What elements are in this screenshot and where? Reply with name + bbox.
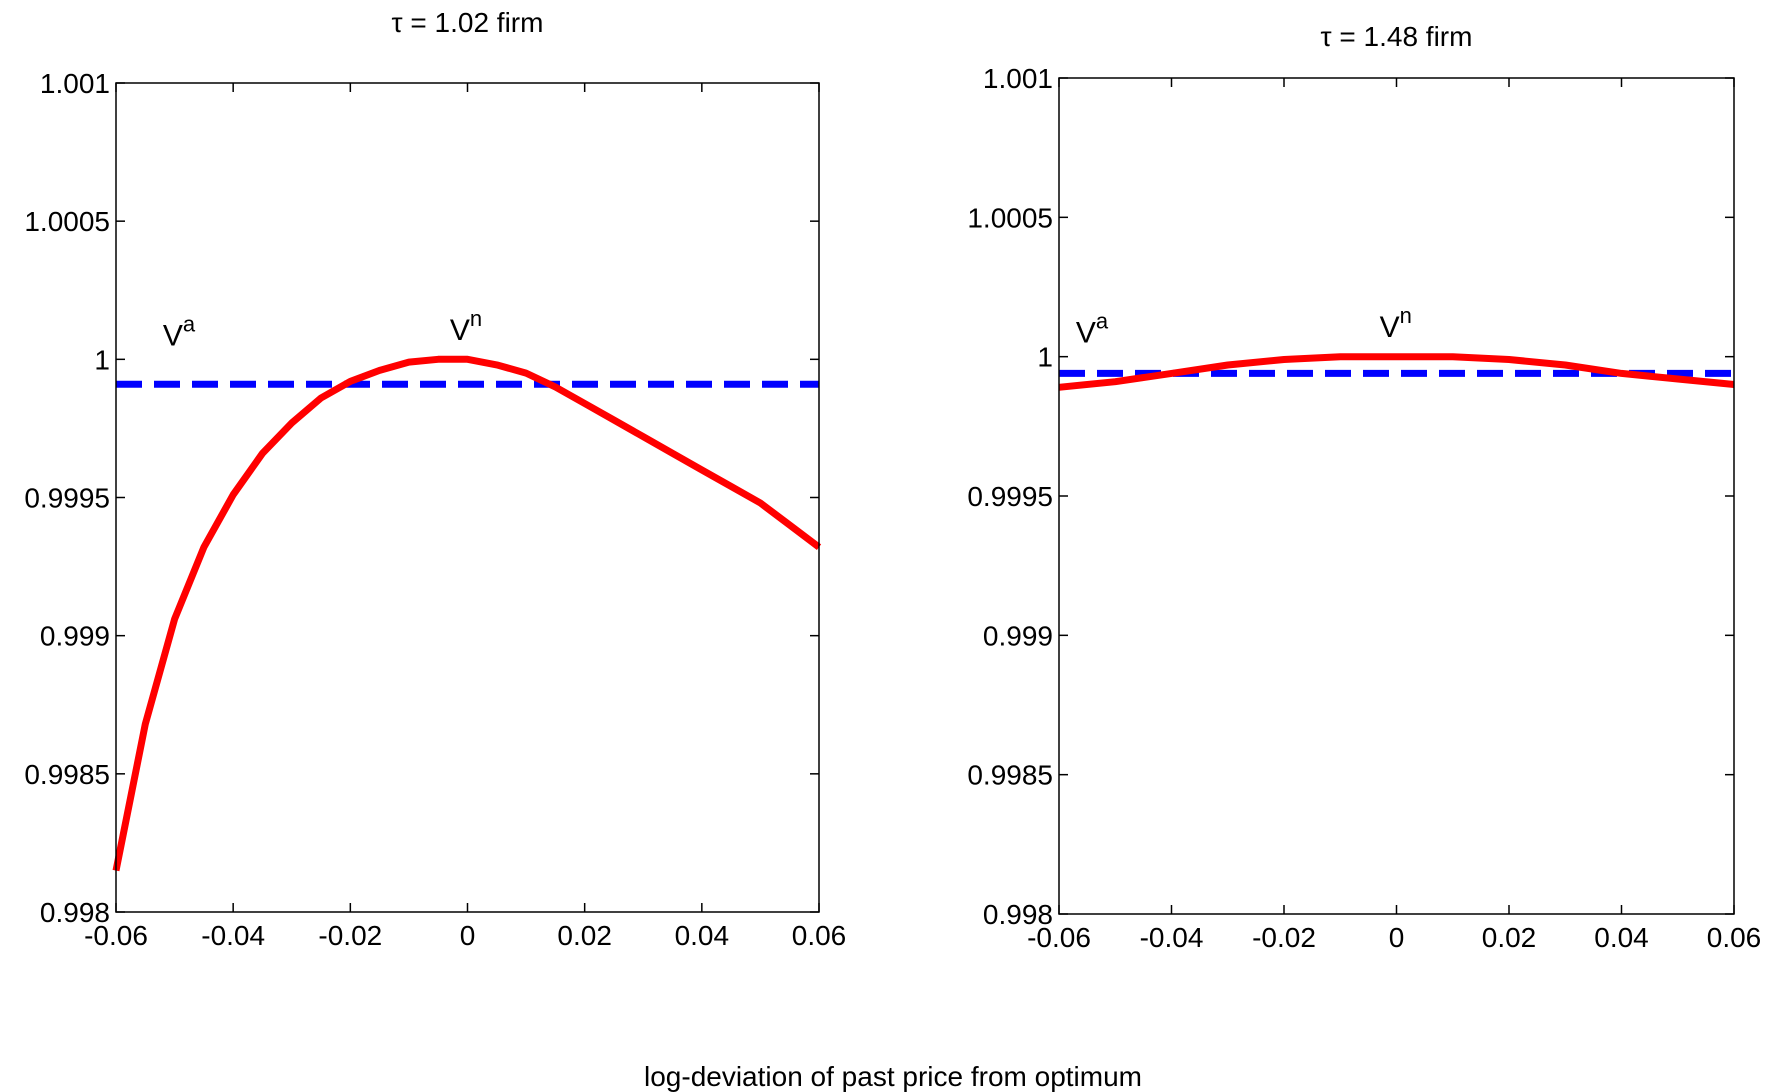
- y-tick-label: 1: [94, 344, 110, 375]
- x-tick-label: 0.02: [557, 920, 612, 951]
- y-tick-label: 0.998: [40, 897, 110, 928]
- x-tick-label: 0.06: [792, 920, 847, 951]
- series-label-va: Va: [163, 312, 196, 353]
- y-tick-label: 1.0005: [24, 206, 110, 237]
- chart-panel-1: Va Vn -0.06 -0.04 -0.02 0 0.02 0.04 0.06 0.998 0.9…: [24, 7, 846, 951]
- x-tick-label: -0.06: [84, 920, 148, 951]
- series-line-vn: [112, 355, 822, 872]
- y-tick-label: 1: [1037, 342, 1053, 373]
- y-tick-label: 0.998: [983, 899, 1053, 930]
- x-tick-label: 0: [460, 920, 476, 951]
- x-tick-label: -0.02: [1252, 922, 1316, 953]
- y-tick-label: 0.999: [40, 621, 110, 652]
- x-tick-label: 0: [1389, 922, 1405, 953]
- y-tick-label: 0.9995: [24, 483, 110, 514]
- y-tick-label: 1.001: [40, 68, 110, 99]
- axes-frame: [1058, 77, 1735, 915]
- y-tick-label: 1.0005: [967, 202, 1053, 233]
- chart-title: τ = 1.48 firm: [1321, 21, 1473, 52]
- chart-title: τ = 1.02 firm: [392, 7, 544, 38]
- x-tick-label: -0.04: [1140, 922, 1204, 953]
- series-label-vn: Vn: [1380, 303, 1412, 344]
- x-tick-label: 0.04: [1594, 922, 1649, 953]
- y-tick-label: 1.001: [983, 63, 1053, 94]
- y-tick-label: 0.999: [983, 620, 1053, 651]
- x-tick-label: -0.04: [201, 920, 265, 951]
- x-tick-label: -0.06: [1027, 922, 1091, 953]
- x-tick-label: 0.02: [1482, 922, 1537, 953]
- x-tick-label: 0.06: [1707, 922, 1762, 953]
- series-line-vn: [1058, 353, 1735, 391]
- axes-frame: [115, 82, 820, 913]
- x-axis-label: log-deviation of past price from optimum: [644, 1061, 1142, 1092]
- series-label-vn: Vn: [450, 306, 482, 347]
- series-label-va: Va: [1076, 309, 1109, 350]
- x-tick-label: 0.04: [675, 920, 730, 951]
- chart-panel-2: Va Vn -0.06 -0.04 -0.02 0 0.02 0.04 0.06 0.998 0.9…: [967, 21, 1761, 953]
- y-tick-label: 0.9985: [24, 759, 110, 790]
- y-tick-label: 0.9985: [967, 760, 1053, 791]
- y-tick-label: 0.9995: [967, 481, 1053, 512]
- x-tick-label: -0.02: [318, 920, 382, 951]
